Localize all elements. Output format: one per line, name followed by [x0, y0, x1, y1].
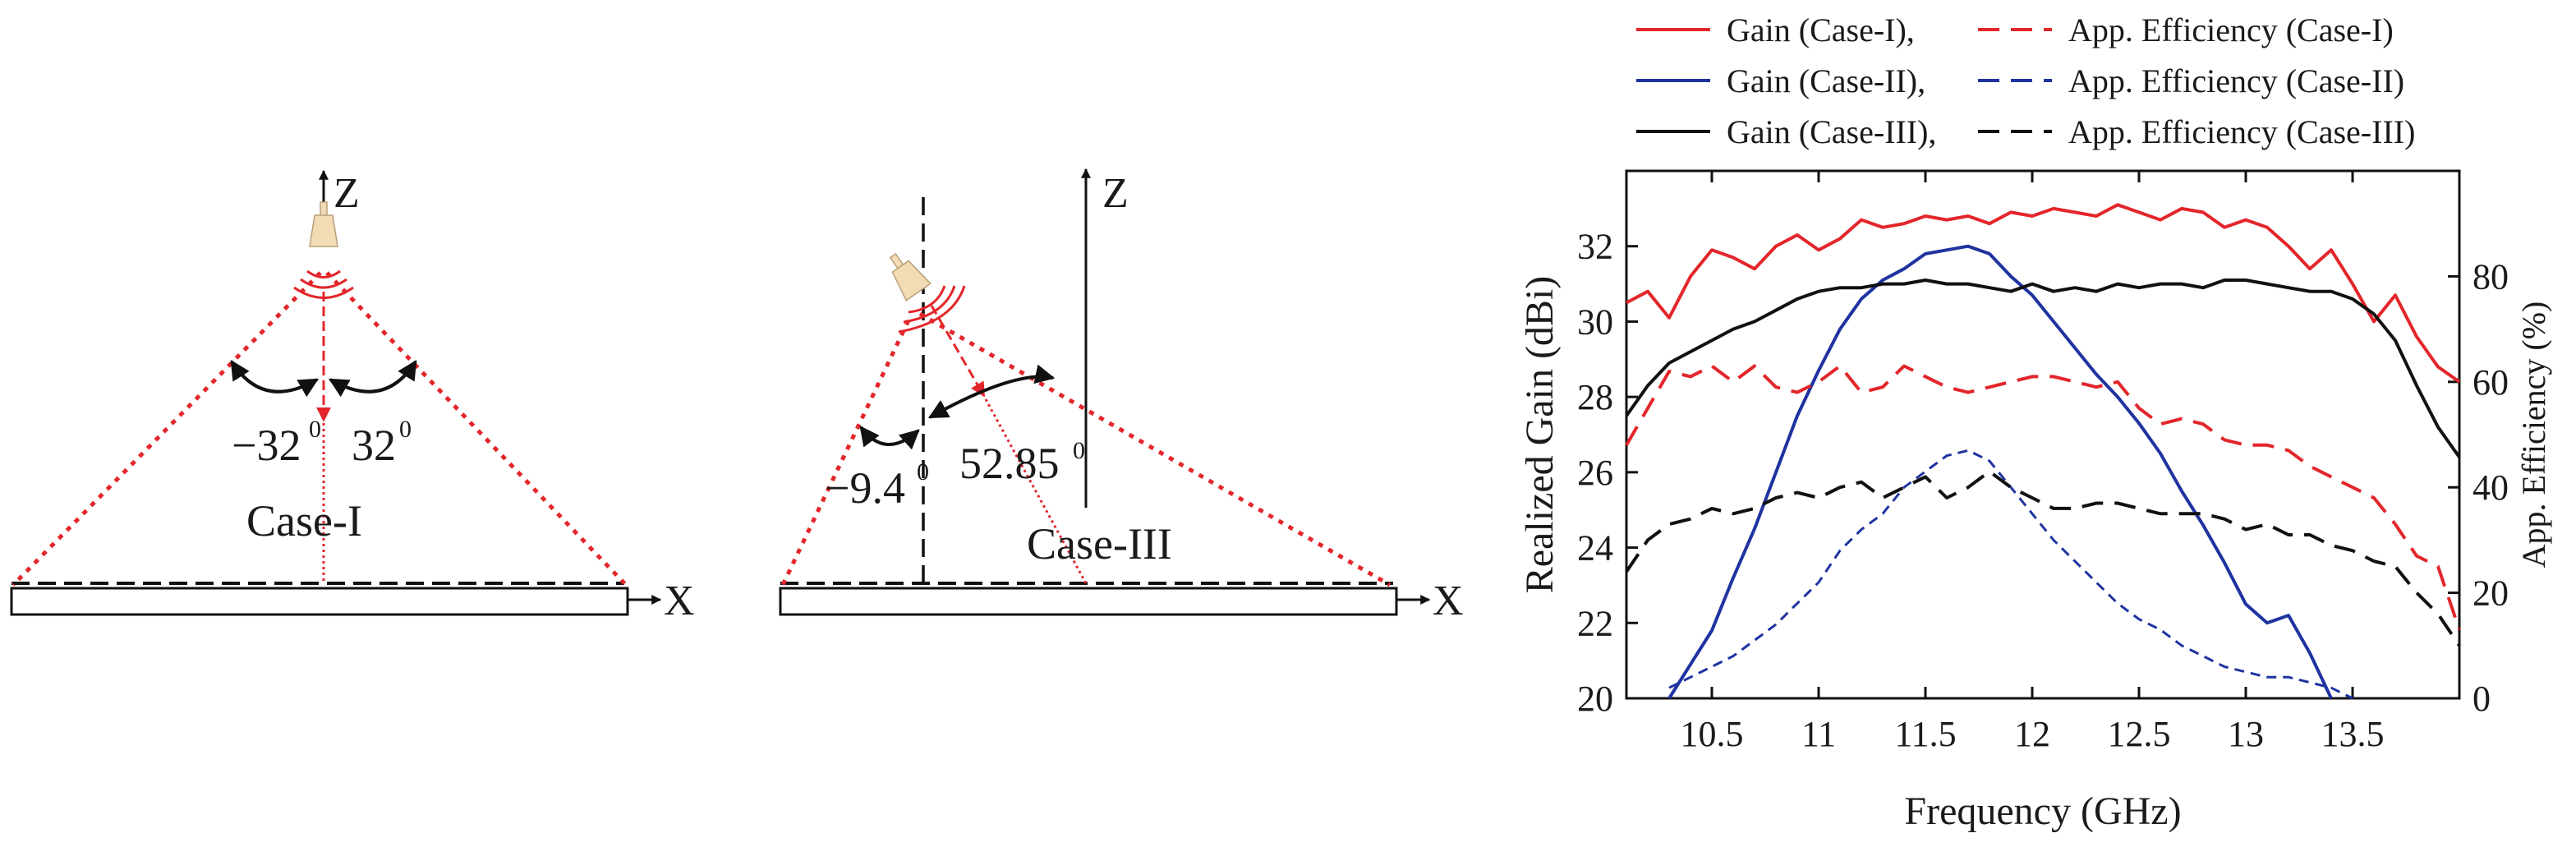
- x-tick-label: 12: [2014, 714, 2050, 754]
- x-axis: 10.5 11 11.5 12 12.5 13 13.5: [1681, 171, 2385, 754]
- horn-feed-icon: [889, 252, 932, 302]
- diagram-case-1: X Z −32 0 32 0 Case-I: [10, 169, 695, 624]
- y-tick-label: 22: [1577, 603, 1613, 643]
- series-lines: [1625, 203, 2461, 700]
- series-line: [1668, 244, 2333, 700]
- y-tick-label: 24: [1577, 528, 1613, 569]
- x-axis-label: X: [664, 578, 695, 624]
- series-line: [1625, 469, 2461, 647]
- y2-tick-label: 20: [2472, 573, 2509, 614]
- reflectarray-panel: [779, 587, 1398, 616]
- angle-right-label: 52.85: [959, 439, 1060, 488]
- y-axis-title: Realized Gain (dBi): [1518, 276, 1562, 594]
- x-tick-label: 11: [1801, 714, 1836, 754]
- legend-label: Gain (Case-I),: [1727, 12, 1915, 48]
- x-tick-label: 11.5: [1894, 714, 1956, 754]
- x-tick-label: 12.5: [2108, 714, 2171, 754]
- case-label: Case-III: [1027, 519, 1172, 569]
- gain-efficiency-chart: Gain (Case-I), App. Efficiency (Case-I) Ga…: [1518, 12, 2552, 833]
- beam-edge-left: [12, 271, 322, 587]
- reflectarray-panel: [10, 587, 629, 616]
- legend-label: App. Efficiency (Case-I): [2068, 12, 2394, 48]
- y2-tick-label: 60: [2472, 362, 2509, 403]
- angle-arc-right: [328, 359, 417, 398]
- radiation-waves-icon: [898, 285, 966, 334]
- series-line: [1625, 278, 2461, 458]
- x-axis-title: Frequency (GHz): [1904, 789, 2181, 833]
- x-axis-label: X: [1433, 578, 1464, 624]
- beam-edge-right: [918, 311, 1392, 587]
- y2-axis-title: App. Efficiency (%): [2515, 302, 2552, 569]
- series-line: [1625, 364, 2461, 631]
- z-axis-label: Z: [1102, 170, 1129, 217]
- series-line: [1626, 203, 2461, 384]
- y-axis-left: 20 22 24 26 28 30 32: [1577, 227, 1638, 719]
- angle-right-sup: 0: [399, 416, 412, 443]
- horn-feed-icon: [309, 201, 338, 247]
- y-tick-label: 32: [1577, 227, 1613, 267]
- y2-tick-label: 80: [2472, 256, 2509, 297]
- y-tick-label: 30: [1577, 302, 1613, 342]
- y2-tick-label: 0: [2472, 679, 2491, 719]
- angle-right-label: 32: [352, 421, 396, 470]
- beam-edge-left: [780, 319, 911, 587]
- legend-label: Gain (Case-II),: [1727, 62, 1925, 99]
- legend-label: App. Efficiency (Case-III): [2068, 113, 2415, 150]
- angle-left-sup: 0: [917, 458, 929, 486]
- series-line: [1668, 449, 2353, 700]
- y-tick-label: 28: [1577, 377, 1613, 417]
- angle-right-sup: 0: [1073, 437, 1085, 464]
- case-label: Case-I: [246, 496, 362, 545]
- diagram-case-3: X Z −9.4 0 52.85 0 Case-III: [779, 168, 1464, 624]
- angle-arc-right: [927, 364, 1056, 419]
- beam-edge-right: [325, 271, 628, 587]
- y-tick-label: 20: [1577, 679, 1613, 719]
- legend-label: App. Efficiency (Case-II): [2068, 62, 2404, 99]
- angle-left-label: −9.4: [825, 463, 905, 513]
- legend-label: Gain (Case-III),: [1727, 113, 1936, 150]
- y2-tick-label: 40: [2472, 467, 2509, 508]
- angle-left-label: −32: [232, 421, 301, 470]
- beam-center-arrow: [930, 305, 986, 398]
- x-tick-label: 13: [2228, 714, 2264, 754]
- z-axis-label: Z: [334, 170, 360, 217]
- y-tick-label: 26: [1577, 453, 1613, 493]
- x-tick-label: 10.5: [1681, 714, 1744, 754]
- beam-center-line: [984, 398, 1088, 584]
- angle-arc-left: [859, 426, 920, 450]
- angle-arc-left: [230, 359, 320, 398]
- y-axis-right: 0 20 40 60 80: [2448, 256, 2509, 719]
- x-tick-label: 13.5: [2321, 714, 2385, 754]
- legend: Gain (Case-I), App. Efficiency (Case-I) Ga…: [1636, 12, 2415, 150]
- plot-frame: [1625, 169, 2461, 700]
- angle-left-sup: 0: [309, 416, 321, 443]
